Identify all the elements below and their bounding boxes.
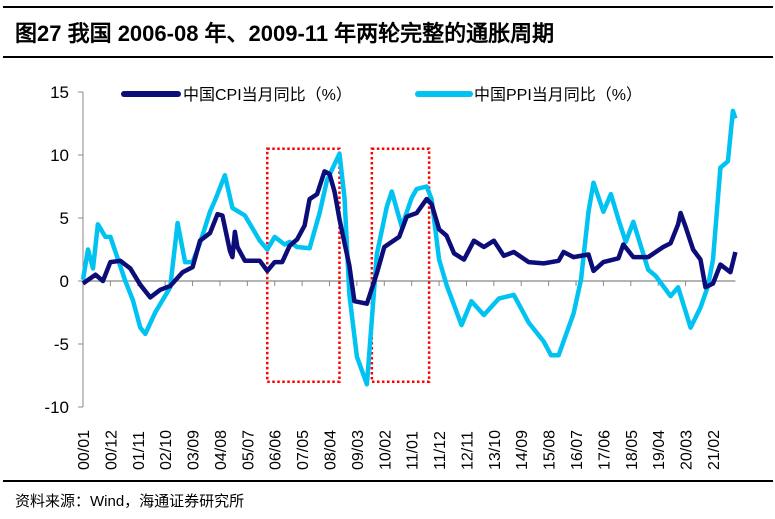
x-tick-label: 12/11 [459,431,476,470]
x-tick-label: 20/03 [679,430,696,470]
source-note: 资料来源：Wind，海通证券研究所 [15,493,245,510]
x-tick-label: 16/07 [569,430,586,470]
y-tick-label: 0 [60,272,69,291]
y-tick-label: 5 [60,209,69,228]
y-tick-label: 15 [50,83,69,102]
x-tick-label: 11/12 [432,431,449,470]
x-tick-label: 00/12 [103,430,120,470]
title-rule [3,56,773,58]
axes: 15 10 5 0 -5 -10 00/01 00/12 01/11 02/10 03/09 04/0… [44,83,736,470]
cpi-line [81,169,738,306]
top-rule [3,6,773,8]
x-tick-label: 04/08 [213,430,230,470]
x-tick-label: 02/10 [158,430,175,470]
y-tick-label: -5 [54,335,69,354]
x-tick-label: 21/02 [706,430,723,470]
legend-label-cpi: 中国CPI当月同比（%） [183,86,352,104]
x-tick-label: 15/08 [542,430,559,470]
x-tick-label: 11/01 [405,431,422,470]
x-tick-label: 00/01 [76,430,93,470]
highlight-boxes [266,147,431,384]
x-tick-label: 14/09 [514,430,531,470]
x-tick-label: 18/05 [624,430,641,470]
x-tick-label: 07/05 [295,430,312,470]
ppi-line [80,108,738,387]
x-tick-label: 10/02 [377,430,394,470]
legend: 中国CPI当月同比（%） 中国PPI当月同比（%） [121,86,642,104]
y-tick-label: -10 [44,398,69,417]
series-lines [80,108,738,387]
x-tick-label: 08/04 [323,430,340,470]
x-tick-label: 17/06 [596,430,613,470]
footer-rule [3,480,773,482]
x-tick-label: 05/07 [240,430,257,470]
x-tick-label: 03/09 [186,430,203,470]
x-tick-label: 06/06 [268,430,285,470]
x-tick-label: 09/03 [350,430,367,470]
highlight-box [266,147,341,384]
x-tick-label: 13/10 [487,430,504,470]
chart-title: 图27 我国 2006-08 年、2009-11 年两轮完整的通胀周期 [15,21,555,46]
legend-label-ppi: 中国PPI当月同比（%） [474,86,642,104]
y-tick-label: 10 [50,146,69,165]
x-tick-label: 19/04 [651,430,668,470]
x-tick-label: 01/11 [131,431,148,470]
